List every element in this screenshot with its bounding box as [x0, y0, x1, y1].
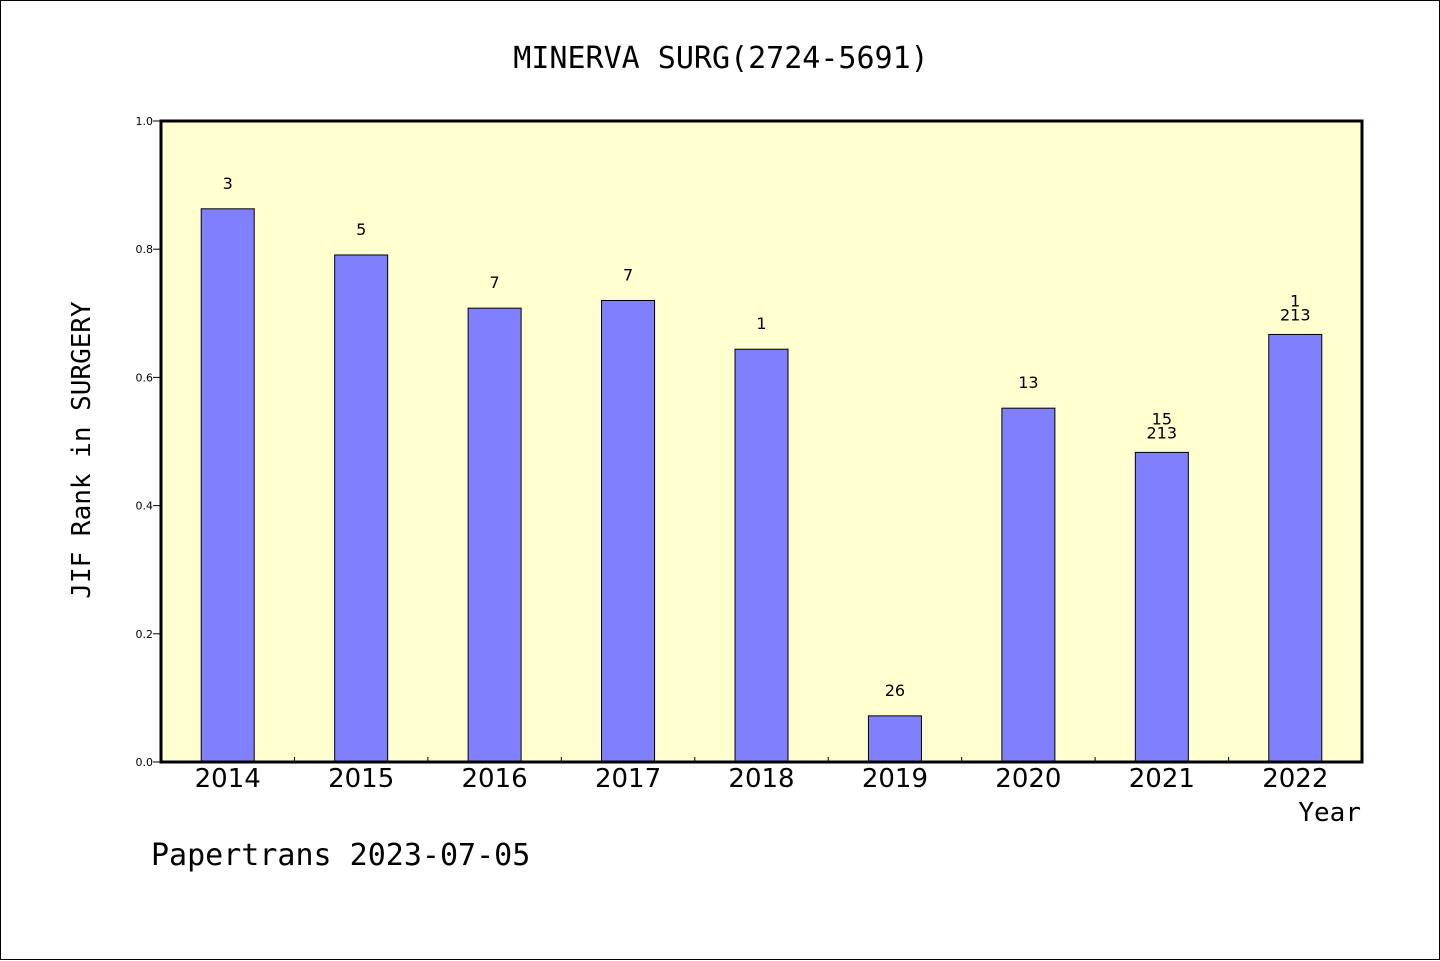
- chart-title: MINERVA SURG(2724-5691): [513, 41, 928, 76]
- data-label-total: 213: [1280, 305, 1311, 324]
- x-tick-label: 2015: [328, 764, 394, 794]
- data-label: 13: [1018, 373, 1038, 392]
- bar-2017: [601, 299, 656, 763]
- y-tick-label: 0.0: [136, 756, 154, 769]
- bar-2019: [867, 715, 922, 763]
- data-label-rank: 15: [1152, 409, 1172, 428]
- x-tick-label: 2022: [1262, 764, 1328, 794]
- y-axis: 0.0 0.2 0.4 0.6 0.8 1.0: [136, 115, 161, 769]
- footer-stamp: Papertrans 2023-07-05: [151, 838, 530, 873]
- plot-border: [159, 119, 1364, 764]
- data-label: 1: [756, 314, 766, 333]
- y-tick-label: 0.8: [136, 243, 154, 256]
- bar-2022: [1268, 333, 1323, 763]
- x-tick-label: 2014: [195, 764, 261, 794]
- data-label-total: 213: [1147, 423, 1178, 442]
- bar-2014: [200, 208, 255, 763]
- bar-2021: [1134, 451, 1189, 763]
- y-axis-label: JIF Rank in SURGERY: [67, 301, 97, 599]
- y-tick-label: 0.6: [136, 371, 154, 384]
- x-tick-label: 2021: [1129, 764, 1195, 794]
- x-tick-label: 2019: [862, 764, 928, 794]
- y-tick-label: 0.2: [136, 628, 154, 641]
- data-label: 26: [885, 681, 905, 700]
- bar-series: [200, 208, 1323, 763]
- x-axis: 2014 2015 2016 2017 2018 2019 2020 2021 2022: [195, 757, 1328, 794]
- bar-2018: [734, 348, 789, 763]
- bar-2015: [334, 254, 389, 763]
- data-label: 7: [490, 273, 500, 292]
- x-tick-label: 2018: [728, 764, 794, 794]
- y-tick-label: 1.0: [136, 115, 154, 128]
- x-tick-label: 2016: [462, 764, 528, 794]
- data-label: 5: [356, 220, 366, 239]
- bar-2020: [1001, 407, 1056, 763]
- data-label: 7: [623, 265, 633, 284]
- x-tick-label: 2017: [595, 764, 661, 794]
- x-axis-label: Year: [1298, 798, 1361, 828]
- y-tick-label: 0.4: [136, 500, 154, 513]
- bar-2016: [467, 307, 522, 763]
- data-label-rank: 1: [1290, 291, 1300, 310]
- x-tick-label: 2020: [995, 764, 1061, 794]
- data-label: 3: [223, 174, 233, 193]
